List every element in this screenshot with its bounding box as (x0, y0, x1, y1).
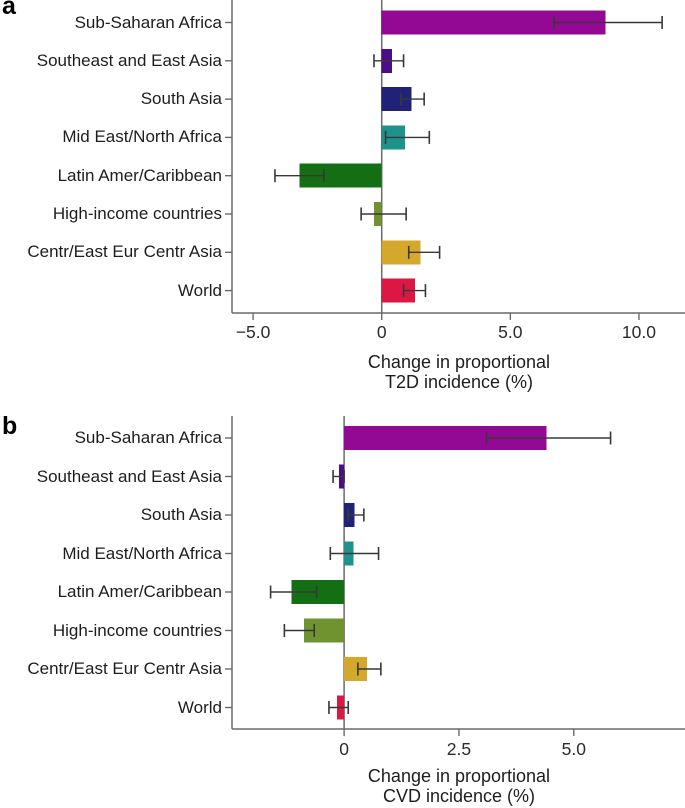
panel-b-category-label-world: World (177, 697, 222, 717)
panel-b-category-label-south-asia: South Asia (140, 505, 222, 524)
panel-a-category-label-world: World (177, 280, 222, 300)
panel-a-x-tick-label: −5.0 (235, 322, 271, 342)
panel-a-category-label-centr-east-eur-centr-asia: Centr/East Eur Centr Asia (27, 242, 222, 262)
panel-a-category-label-sub-saharan-africa: Sub-Saharan Africa (74, 12, 222, 32)
panel-b-letter: b (2, 412, 18, 440)
panel-b-category-label-centr-east-eur-centr-asia: Centr/East Eur Centr Asia (27, 659, 222, 678)
x-axis-title-b-line2: CVD incidence (%) (382, 786, 536, 806)
panel-b-x-tick-label: 2.5 (446, 739, 472, 759)
x-axis-title-a-line1: Change in proportional (367, 352, 551, 372)
panel-a-category-label-high-income-countries: High-income countries (52, 204, 222, 223)
panel-b-category-label-southeast-and-east-asia: Southeast and East Asia (36, 466, 222, 486)
panel-b-category-label-high-income-countries: High-income countries (52, 620, 222, 640)
panel-b-category-label-sub-saharan-africa: Sub-Saharan Africa (74, 428, 222, 447)
panel-a-category-label-mid-east-north-africa: Mid East/North Africa (62, 127, 222, 147)
panel-a-category-label-southeast-and-east-asia: Southeast and East Asia (36, 50, 222, 70)
x-axis-title-b-line1: Change in proportional (367, 766, 551, 786)
panel-b-bar-centr-east-eur-centr-asia (344, 657, 368, 681)
panel-b-category-label-mid-east-north-africa: Mid East/North Africa (62, 543, 222, 563)
panel-b-x-tick-label: 0 (339, 739, 349, 759)
panel-a-category-label-south-asia: South Asia (140, 89, 222, 109)
panel-a-x-tick-label: 10.0 (621, 322, 656, 342)
panel-a-category-label-latin-amer-caribbean: Latin Amer/Caribbean (57, 165, 222, 185)
panel-a-x-tick-label: 5.0 (498, 322, 523, 342)
panel-b-x-tick-label: 5.0 (561, 739, 586, 759)
panel-b-category-label-latin-amer-caribbean: Latin Amer/Caribbean (57, 582, 222, 601)
panel-a-bar-centr-east-eur-centr-asia (381, 240, 421, 265)
panel-a-letter: a (2, 0, 16, 20)
panel-a-x-tick-label: 0 (376, 322, 387, 342)
x-axis-title-a-line2: T2D incidence (%) (384, 372, 534, 392)
